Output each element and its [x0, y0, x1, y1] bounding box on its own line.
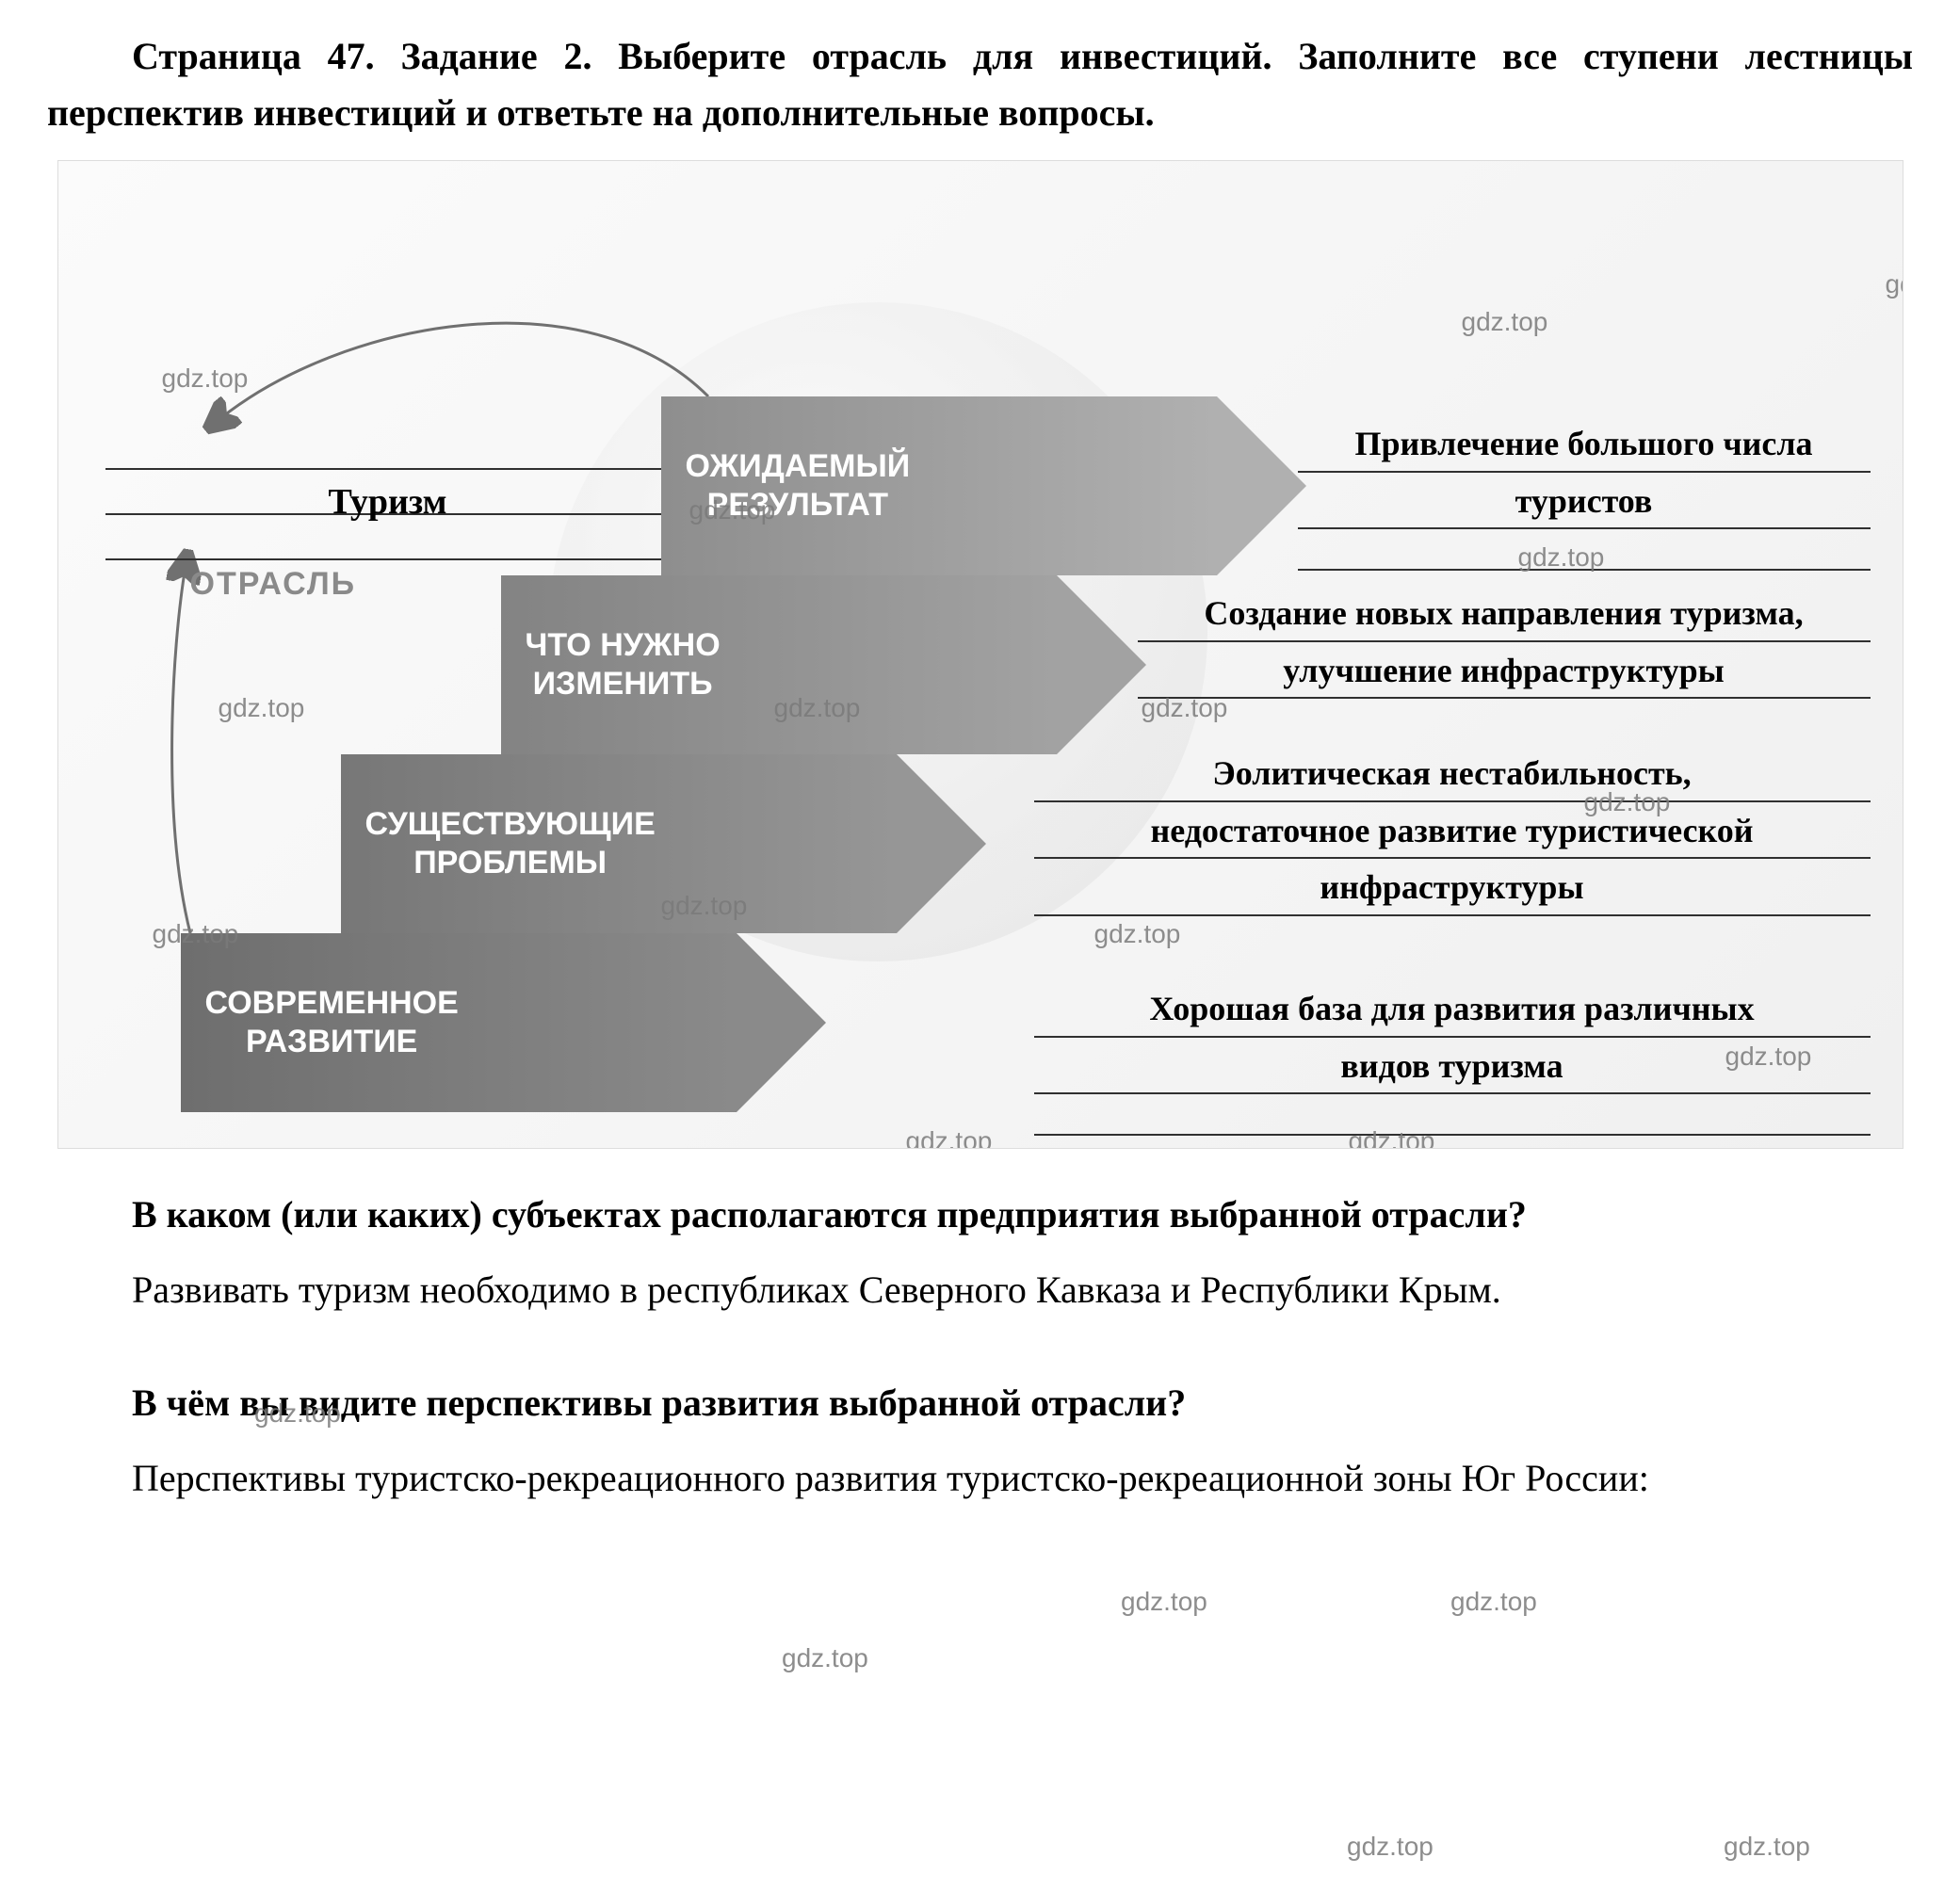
answer-line: туристов	[1298, 473, 1871, 530]
answer-line: улучшение инфраструктуры	[1138, 642, 1871, 700]
step-result: ОЖИДАЕМЫЙ РЕЗУЛЬТАТ	[661, 396, 1217, 575]
step-modern-label: СОВРЕМЕННОЕ РАЗВИТИЕ	[181, 965, 483, 1080]
answer-line: Эолитическая нестабильность,	[1034, 745, 1871, 802]
answer-line: Привлечение большого числа	[1298, 415, 1871, 473]
answer-problems: Эолитическая нестабильность, недостаточн…	[1029, 745, 1876, 916]
answer-change: Создание новых направления туризма, улуч…	[1132, 585, 1876, 699]
ladder-diagram: Туризм ОТРАСЛЬ СОВРЕМЕННОЕ РАЗВИТИЕ СУЩЕ…	[57, 160, 1903, 1149]
watermark-text: gdz.top	[1450, 1582, 1537, 1622]
question-1: В каком (или каких) субъектах располагаю…	[47, 1187, 1913, 1243]
step-modern: СОВРЕМЕННОЕ РАЗВИТИЕ	[181, 933, 737, 1112]
spacer	[47, 1337, 1913, 1375]
branch-rule	[105, 425, 671, 470]
task-heading: Страница 47. Задание 2. Выберите отрасль…	[47, 28, 1913, 141]
curve-left	[171, 566, 189, 933]
watermark-text: gdz.top	[1347, 1827, 1434, 1866]
question-2: В чём вы видите перспективы развития выб…	[47, 1375, 1913, 1431]
curve-top	[219, 323, 708, 420]
arrow-icon	[737, 933, 826, 1112]
step-change-label: ЧТО НУЖНО ИЗМЕНИТЬ	[501, 607, 745, 722]
answer-line: Создание новых направления туризма,	[1138, 585, 1871, 642]
watermark-text: gdz.top	[1724, 1827, 1810, 1866]
step-result-label: ОЖИДАЕМЫЙ РЕЗУЛЬТАТ	[661, 428, 935, 543]
step-problems-label: СУЩЕСТВУЮЩИЕ ПРОБЛЕМЫ	[341, 786, 680, 901]
answer-result: Привлечение большого числа туристов	[1292, 415, 1876, 571]
answer-line: недостаточное развитие туристической	[1034, 802, 1871, 860]
answer-line: Хорошая база для развития различных	[1034, 980, 1871, 1038]
branch-value: Туризм	[105, 470, 671, 515]
arrow-icon	[897, 754, 986, 933]
branch-rule	[105, 515, 671, 560]
answer-modern: Хорошая база для развития различных видо…	[1029, 980, 1876, 1136]
watermark-text: gdz.top	[782, 1639, 868, 1678]
step-change: ЧТО НУЖНО ИЗМЕНИТЬ	[501, 575, 1057, 754]
watermark-text: gdz.top	[1121, 1582, 1207, 1622]
answer-2: Перспективы туристско-рекреационного раз…	[47, 1450, 1913, 1507]
answer-line: видов туризма	[1034, 1038, 1871, 1095]
answer-line: инфраструктуры	[1034, 859, 1871, 916]
answer-line	[1034, 1094, 1871, 1136]
answer-1: Развивать туризм необходимо в республика…	[47, 1262, 1913, 1318]
step-problems: СУЩЕСТВУЮЩИЕ ПРОБЛЕМЫ	[341, 754, 897, 933]
answer-line	[1298, 529, 1871, 571]
